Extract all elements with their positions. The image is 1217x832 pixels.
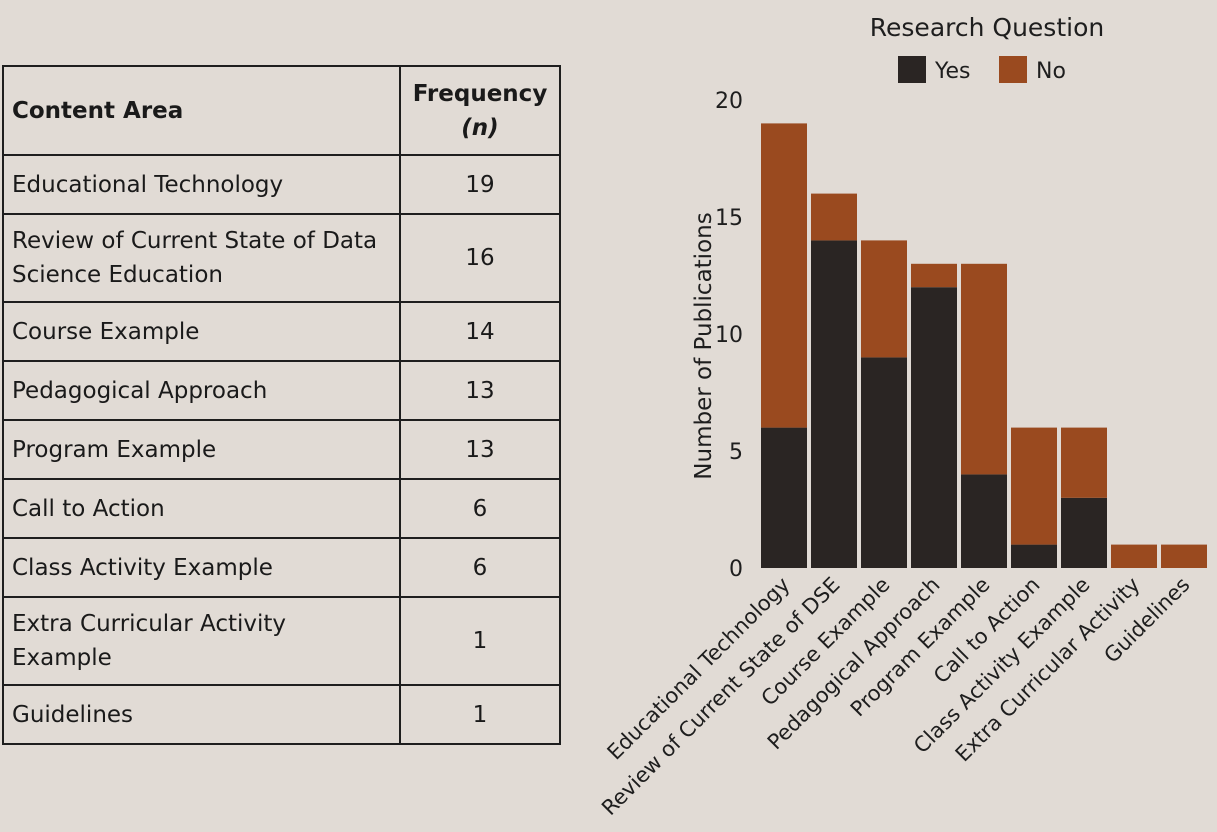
content-area-cell: Review of Current State of Data Science … [2,213,401,303]
y-axis-ticks: 0 5 10 15 20 [715,89,743,582]
chart-bars [761,123,1207,568]
header-frequency-symbol: (n) [461,114,499,141]
y-tick-label: 5 [729,440,743,465]
content-area-cell: Educational Technology [2,154,401,215]
bar-yes-3 [911,287,957,568]
content-area-cell: Program Example [2,419,401,480]
table-row: Review of Current State of Data Science … [2,213,561,303]
bar-yes-5 [1011,544,1057,568]
frequency-cell: 19 [399,154,561,215]
bar-no-3 [911,263,957,288]
y-tick-label: 15 [715,206,743,231]
frequency-cell: 13 [399,419,561,480]
legend-swatch-yes [898,56,926,83]
bar-yes-0 [761,427,807,568]
bar-no-6 [1061,427,1107,498]
header-frequency-label: Frequency [412,80,548,107]
bar-yes-1 [811,240,857,568]
legend-swatch-no [999,56,1027,83]
y-tick-label: 20 [715,89,743,114]
legend-label-yes: Yes [934,59,971,84]
content-area-cell: Class Activity Example [2,537,401,598]
legend-title: Research Question [870,13,1104,42]
y-tick-label: 10 [715,323,743,348]
bar-no-5 [1011,427,1057,545]
bar-no-7 [1111,544,1157,568]
table-row: Pedagogical Approach 13 [2,360,561,421]
bar-no-8 [1161,544,1207,568]
bar-no-4 [961,263,1007,475]
bar-no-2 [861,240,907,358]
frequency-cell: 6 [399,537,561,598]
table-row: Educational Technology 19 [2,154,561,215]
header-frequency: Frequency (n) [399,65,561,156]
content-area-cell: Call to Action [2,478,401,539]
content-area-cell: Pedagogical Approach [2,360,401,421]
legend-label-no: No [1036,59,1066,84]
bar-yes-2 [861,357,907,568]
frequency-cell: 6 [399,478,561,539]
table-row: Guidelines 1 [2,684,561,745]
table-row: Extra Curricular Activity Example 1 [2,596,561,686]
bar-yes-4 [961,474,1007,568]
header-content-area: Content Area [2,65,401,156]
frequency-cell: 1 [399,684,561,745]
frequency-cell: 14 [399,301,561,362]
chart-legend: Yes No [898,56,1066,84]
bar-no-1 [811,193,857,241]
frequency-table: Content Area Frequency (n) Educational T… [2,65,561,745]
frequency-cell: 16 [399,213,561,303]
table-row: Program Example 13 [2,419,561,480]
content-area-cell: Extra Curricular Activity Example [2,596,401,686]
y-tick-label: 0 [729,557,743,582]
table-row: Course Example 14 [2,301,561,362]
bar-no-0 [761,123,807,428]
frequency-cell: 13 [399,360,561,421]
content-area-cell: Guidelines [2,684,401,745]
content-area-cell: Course Example [2,301,401,362]
y-axis-label: Number of Publications [691,212,717,479]
bar-yes-6 [1061,497,1107,568]
table-header-row: Content Area Frequency (n) [2,65,561,156]
frequency-cell: 1 [399,596,561,686]
table-row: Class Activity Example 6 [2,537,561,598]
table-row: Call to Action 6 [2,478,561,539]
